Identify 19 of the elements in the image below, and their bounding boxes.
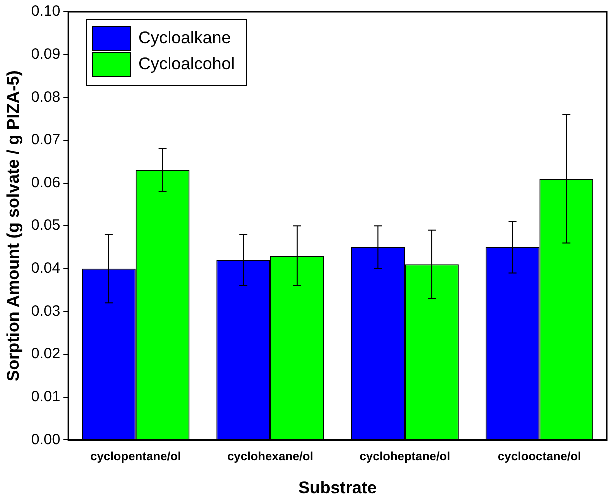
- y-tick-label: 0.03: [31, 302, 61, 320]
- y-tick-label: 0.09: [31, 46, 61, 63]
- legend-label: Cycloalkane: [138, 28, 232, 48]
- y-tick-label: 0.04: [31, 260, 61, 278]
- y-tick-label: 0.07: [31, 132, 61, 149]
- x-tick-label: cyclohexane/ol: [227, 450, 314, 464]
- x-tick-label: cyclooctane/ol: [498, 450, 582, 464]
- y-tick-label: 0.02: [31, 346, 61, 363]
- y-tick-label: 0.00: [31, 431, 61, 448]
- y-tick-label: 0.01: [31, 388, 61, 406]
- y-tick-label: 0.05: [31, 217, 61, 234]
- y-axis-title: Sorption Amount (g solvate / g PIZA-5): [4, 70, 23, 382]
- x-tick-label: cyclopentane/ol: [90, 450, 182, 464]
- y-tick-label: 0.06: [31, 174, 61, 192]
- x-tick-label: cycloheptane/ol: [360, 450, 450, 464]
- x-axis-title: Substrate: [298, 478, 378, 498]
- y-tick-label: 0.10: [31, 3, 61, 20]
- legend-label: Cycloalcohol: [138, 54, 235, 74]
- y-tick-label: 0.08: [31, 88, 61, 106]
